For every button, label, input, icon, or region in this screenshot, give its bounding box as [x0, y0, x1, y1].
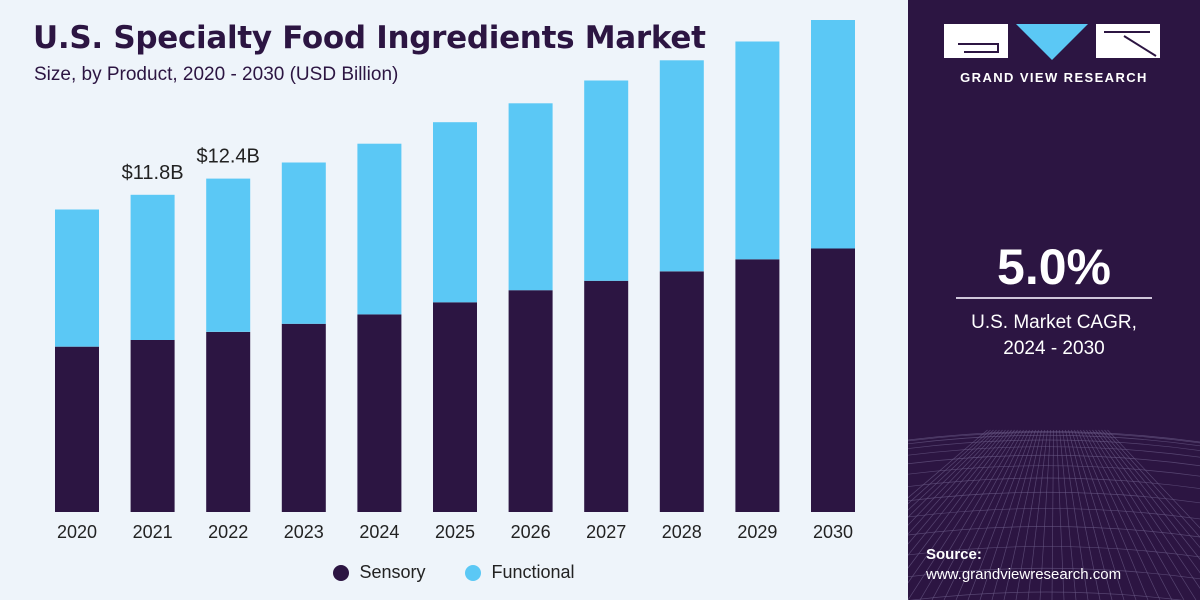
- source-note: Source: www.grandviewresearch.com: [926, 545, 1121, 585]
- bar-sensory-2020: [55, 346, 99, 512]
- bar-functional-2030: [811, 20, 855, 249]
- bar-sensory-2025: [433, 302, 477, 512]
- x-tick-label-2030: 2030: [813, 522, 853, 542]
- bar-functional-2020: [55, 209, 99, 347]
- cagr-divider: [956, 297, 1152, 299]
- bar-functional-2022: [206, 178, 251, 332]
- grand-view-research-logo: [944, 24, 1160, 60]
- decorative-grid-graphic: [908, 429, 1200, 600]
- chart-subtitle: Size, by Product, 2020 - 2030 (USD Billi…: [34, 64, 399, 85]
- bar-sensory-2021: [130, 339, 175, 512]
- x-tick-label-2026: 2026: [511, 522, 551, 542]
- data-label-2021: $11.8B: [122, 162, 184, 184]
- bar-functional-2027: [584, 80, 629, 281]
- legend-label-sensory: Sensory: [359, 562, 426, 582]
- x-tick-label-2020: 2020: [57, 522, 97, 542]
- source-url: www.grandviewresearch.com: [926, 566, 1122, 583]
- bar-functional-2028: [659, 60, 704, 272]
- legend-swatch-sensory: [333, 564, 350, 581]
- bar-functional-2025: [433, 122, 477, 303]
- brand-name: GRAND VIEW RESEARCH: [960, 70, 1148, 85]
- legend-label-functional: Functional: [491, 562, 575, 582]
- legend-item-sensory: Sensory: [333, 562, 425, 583]
- x-tick-label-2022: 2022: [208, 522, 248, 542]
- bar-functional-2029: [735, 41, 780, 260]
- x-tick-label-2029: 2029: [737, 522, 777, 542]
- legend-item-functional: Functional: [465, 562, 575, 583]
- chart-legend: Sensory Functional: [0, 562, 908, 583]
- chart-title: U.S. Specialty Food Ingredients Market: [33, 20, 706, 56]
- data-label-2022: $12.4B: [197, 146, 260, 168]
- x-tick-label-2024: 2024: [359, 522, 399, 542]
- x-tick-label-2028: 2028: [662, 522, 702, 542]
- info-panel: GRAND VIEW RESEARCH 5.0% U.S. Market CAG…: [908, 0, 1200, 600]
- cagr-label-line2: 2024 - 2030: [1003, 338, 1105, 359]
- x-tick-label-2021: 2021: [133, 522, 173, 542]
- bar-sensory-2029: [735, 259, 780, 512]
- x-tick-label-2027: 2027: [586, 522, 626, 542]
- bar-sensory-2026: [508, 290, 553, 512]
- cagr-value: 5.0%: [997, 239, 1111, 295]
- cagr-label-line1: U.S. Market CAGR,: [971, 312, 1137, 333]
- bar-sensory-2022: [206, 331, 251, 512]
- bar-sensory-2024: [357, 314, 402, 512]
- stacked-bar-chart: 2020 2021 2022 2023 2024 2025 2026 2027 2028 2029…: [55, 20, 855, 542]
- x-tick-label-2025: 2025: [435, 522, 475, 542]
- bar-sensory-2028: [659, 271, 704, 512]
- bar-functional-2024: [357, 143, 402, 315]
- source-label: Source:: [926, 546, 982, 563]
- chart-area: U.S. Specialty Food Ingredients Market S…: [0, 0, 908, 600]
- bar-sensory-2030: [811, 248, 855, 512]
- cagr-label: U.S. Market CAGR, 2024 - 2030: [908, 310, 1200, 362]
- bar-functional-2021: [130, 194, 175, 340]
- legend-swatch-functional: [465, 564, 482, 581]
- x-tick-label-2023: 2023: [284, 522, 324, 542]
- bar-sensory-2027: [584, 280, 629, 512]
- bar-functional-2026: [508, 103, 553, 291]
- bar-functional-2023: [281, 162, 326, 324]
- bar-sensory-2023: [281, 323, 326, 512]
